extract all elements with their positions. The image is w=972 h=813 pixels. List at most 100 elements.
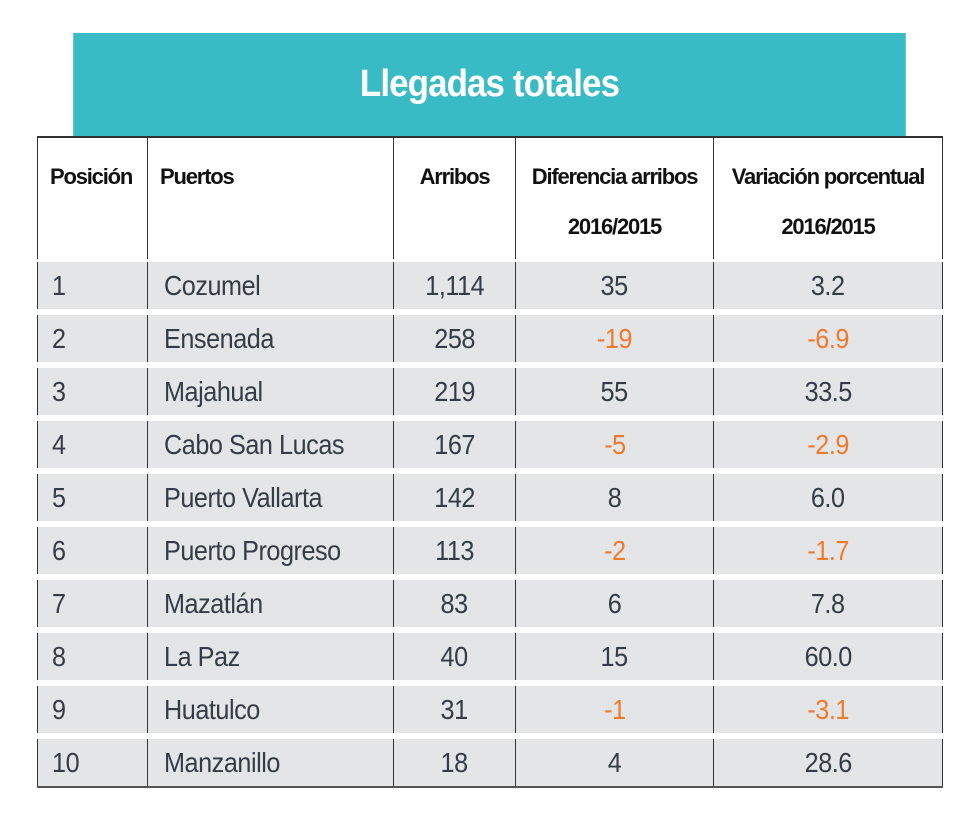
variation-cell: 33.5 <box>713 362 943 418</box>
arrivals-cell: 31 <box>393 680 516 736</box>
port-cell: La Paz <box>147 627 394 683</box>
difference-cell-value: 55 <box>600 375 629 407</box>
port-cell: Ensenada <box>147 309 394 365</box>
variation-cell-value: 7.8 <box>811 587 845 619</box>
difference-cell: -2 <box>515 521 714 577</box>
position-cell: 8 <box>37 627 148 683</box>
difference-cell: 4 <box>515 733 714 788</box>
variation-cell: -6.9 <box>713 309 943 365</box>
arrivals-cell: 219 <box>393 362 516 418</box>
header-puertos-label: Puertos <box>160 164 235 189</box>
arrivals-cell: 18 <box>393 733 516 788</box>
variation-cell-value: -1.7 <box>807 534 849 566</box>
variation-cell-value: 60.0 <box>804 640 852 672</box>
variation-cell: -1.7 <box>713 521 943 577</box>
difference-cell-value: 35 <box>600 269 629 301</box>
position-cell: 2 <box>37 309 148 365</box>
port-cell-value: Mazatlán <box>164 587 263 619</box>
difference-cell: 35 <box>515 259 714 312</box>
port-cell: Huatulco <box>147 680 394 736</box>
arrivals-cell: 258 <box>393 309 516 365</box>
header-variacion: Variación porcentual 2016/2015 <box>713 136 943 262</box>
header-arribos: Arribos <box>393 136 516 262</box>
port-cell-value: Cabo San Lucas <box>164 428 345 460</box>
header-diferencia: Diferencia arribos 2016/2015 <box>515 136 714 262</box>
arrivals-table-card: Llegadas totales Posición Puertos Arribo… <box>37 33 943 788</box>
variation-cell-value: 3.2 <box>811 269 845 301</box>
port-cell: Puerto Progreso <box>147 521 394 577</box>
difference-cell: 15 <box>515 627 714 683</box>
position-cell: 5 <box>37 468 148 524</box>
port-cell-value: La Paz <box>164 640 240 672</box>
header-row: Posición Puertos Arribos Diferencia arri… <box>37 136 943 262</box>
difference-cell-value: -5 <box>603 428 626 460</box>
difference-cell: -5 <box>515 415 714 471</box>
difference-cell: -19 <box>515 309 714 365</box>
difference-cell: 8 <box>515 468 714 524</box>
variation-cell: -2.9 <box>713 415 943 471</box>
port-cell-value: Manzanillo <box>164 746 280 778</box>
variation-cell: -3.1 <box>713 680 943 736</box>
variation-cell: 60.0 <box>713 627 943 683</box>
position-cell-value: 5 <box>52 481 66 513</box>
arrivals-cell: 83 <box>393 574 516 630</box>
table-body: 1 Cozumel 1,114 35 3.2 2 Ensenada 258 -19 -6.9 3 Ma… <box>37 259 943 788</box>
position-cell: 4 <box>37 415 148 471</box>
difference-cell: -1 <box>515 680 714 736</box>
arrivals-cell-value: 83 <box>440 587 469 619</box>
position-cell-value: 9 <box>52 693 66 725</box>
arrivals-cell-value: 40 <box>440 640 469 672</box>
variation-cell: 28.6 <box>713 733 943 788</box>
position-cell-value: 6 <box>52 534 66 566</box>
difference-cell-value: 15 <box>600 640 629 672</box>
port-cell: Manzanillo <box>147 733 394 788</box>
variation-cell: 6.0 <box>713 468 943 524</box>
header-posicion: Posición <box>37 136 148 262</box>
header-posicion-label: Posición <box>50 164 133 189</box>
header-arribos-label: Arribos <box>419 164 491 189</box>
position-cell-value: 3 <box>52 375 66 407</box>
table-row: 10 Manzanillo 18 4 28.6 <box>37 733 943 788</box>
header-variacion-period: 2016/2015 <box>781 214 875 239</box>
arrivals-cell: 1,114 <box>393 259 516 312</box>
table-row: 8 La Paz 40 15 60.0 <box>37 627 943 683</box>
arrivals-cell-value: 113 <box>435 534 474 566</box>
arrivals-table: Posición Puertos Arribos Diferencia arri… <box>37 136 943 788</box>
arrivals-cell-value: 1,114 <box>425 269 484 301</box>
position-cell: 10 <box>37 733 148 788</box>
difference-cell-value: -19 <box>596 322 633 354</box>
arrivals-cell: 40 <box>393 627 516 683</box>
port-cell: Puerto Vallarta <box>147 468 394 524</box>
table-row: 2 Ensenada 258 -19 -6.9 <box>37 309 943 365</box>
position-cell-value: 4 <box>52 428 66 460</box>
arrivals-cell-value: 219 <box>434 375 475 407</box>
port-cell-value: Huatulco <box>164 693 260 725</box>
table-row: 1 Cozumel 1,114 35 3.2 <box>37 259 943 312</box>
variation-cell-value: -3.1 <box>807 693 849 725</box>
table-row: 7 Mazatlán 83 6 7.8 <box>37 574 943 630</box>
table-row: 5 Puerto Vallarta 142 8 6.0 <box>37 468 943 524</box>
position-cell-value: 2 <box>52 322 66 354</box>
position-cell-value: 10 <box>52 746 80 778</box>
header-diferencia-period: 2016/2015 <box>567 214 662 239</box>
variation-cell-value: 6.0 <box>811 481 845 513</box>
arrivals-cell-value: 142 <box>434 481 475 513</box>
position-cell: 7 <box>37 574 148 630</box>
table-title: Llegadas totales <box>73 33 906 136</box>
arrivals-cell: 167 <box>393 415 516 471</box>
position-cell-value: 8 <box>52 640 66 672</box>
difference-cell: 6 <box>515 574 714 630</box>
difference-cell-value: 6 <box>607 587 622 619</box>
port-cell: Mazatlán <box>147 574 394 630</box>
port-cell: Majahual <box>147 362 394 418</box>
header-diferencia-label: Diferencia arribos <box>531 164 699 189</box>
port-cell-value: Ensenada <box>164 322 274 354</box>
position-cell-value: 7 <box>52 587 66 619</box>
header-puertos: Puertos <box>147 136 394 262</box>
difference-cell-value: -1 <box>603 693 626 725</box>
table-row: 9 Huatulco 31 -1 -3.1 <box>37 680 943 736</box>
arrivals-cell-value: 31 <box>440 693 469 725</box>
difference-cell-value: -2 <box>603 534 626 566</box>
position-cell: 9 <box>37 680 148 736</box>
position-cell: 6 <box>37 521 148 577</box>
